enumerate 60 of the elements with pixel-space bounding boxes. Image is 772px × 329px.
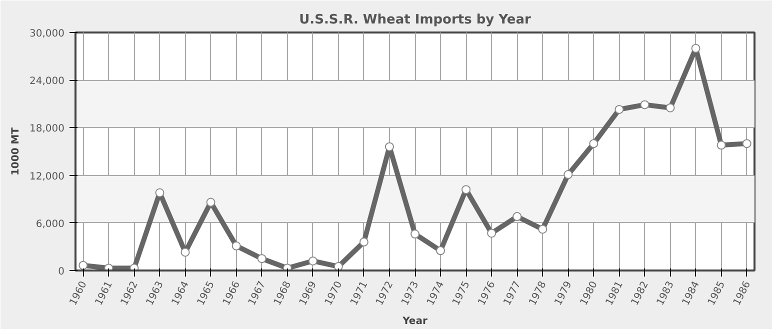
y-axis-title: 1000 MT: [10, 127, 22, 176]
y-tick-label: 18,000: [30, 124, 65, 135]
point: [334, 262, 343, 270]
x-tick-label: 1979: [553, 280, 574, 308]
x-tick-label: 1966: [221, 280, 243, 308]
x-tick-label: 1977: [502, 280, 524, 308]
y-tick-label: 30,000: [30, 28, 65, 40]
x-tick-label: 1970: [323, 280, 345, 308]
y-tick-label: 0: [58, 266, 65, 278]
x-axis-title: Year: [402, 316, 428, 327]
point: [359, 237, 368, 246]
point: [742, 139, 752, 148]
x-tick-label: 1965: [196, 280, 218, 308]
x-tick-label: 1967: [246, 280, 268, 308]
point: [614, 104, 624, 114]
x-tick-label: 1978: [528, 280, 549, 308]
y-tick-label: 24,000: [30, 76, 65, 88]
x-tick-label: 1984: [680, 280, 702, 308]
x-tick-label: 1975: [450, 280, 472, 308]
point: [436, 246, 446, 256]
point: [384, 142, 394, 152]
point: [487, 228, 496, 238]
x-tick-label: 1962: [119, 280, 140, 308]
x-tick-label: 1963: [144, 280, 166, 308]
x-tick-label: 1983: [655, 280, 676, 308]
y-tick-label: 6,000: [36, 218, 65, 230]
point: [512, 212, 522, 222]
point: [640, 100, 650, 110]
point: [462, 185, 471, 194]
point: [410, 230, 420, 238]
point: [538, 224, 548, 234]
point: [257, 254, 266, 264]
chart-title: U.S.S.R. Wheat Imports by Year: [299, 12, 532, 28]
point: [308, 256, 318, 266]
point: [232, 241, 241, 250]
point: [716, 140, 726, 150]
point: [78, 260, 88, 270]
point: [155, 188, 164, 198]
x-tick-label: 1971: [348, 280, 370, 308]
x-tick-label: 1972: [374, 280, 396, 308]
x-tick-label: 1986: [732, 280, 754, 308]
x-tick-label: 1960: [68, 280, 90, 308]
x-tick-label: 1985: [706, 280, 728, 308]
x-tick-label: 1973: [400, 280, 422, 308]
point: [564, 170, 573, 179]
point: [666, 103, 675, 112]
point: [589, 139, 598, 148]
x-tick-label: 1974: [425, 280, 447, 308]
x-tick-label: 1961: [94, 280, 115, 308]
x-tick-label: 1968: [272, 280, 294, 308]
y-tick-label: 12,000: [30, 171, 65, 182]
point: [691, 44, 700, 53]
x-tick-label: 1981: [604, 280, 626, 308]
x-tick-label: 1976: [476, 280, 498, 308]
x-tick-label: 1969: [298, 280, 320, 308]
point: [180, 248, 190, 257]
point: [206, 198, 216, 207]
x-tick-label: 1964: [170, 280, 192, 308]
x-tick-label: 1982: [630, 280, 651, 308]
x-tick-label: 1980: [578, 280, 600, 308]
